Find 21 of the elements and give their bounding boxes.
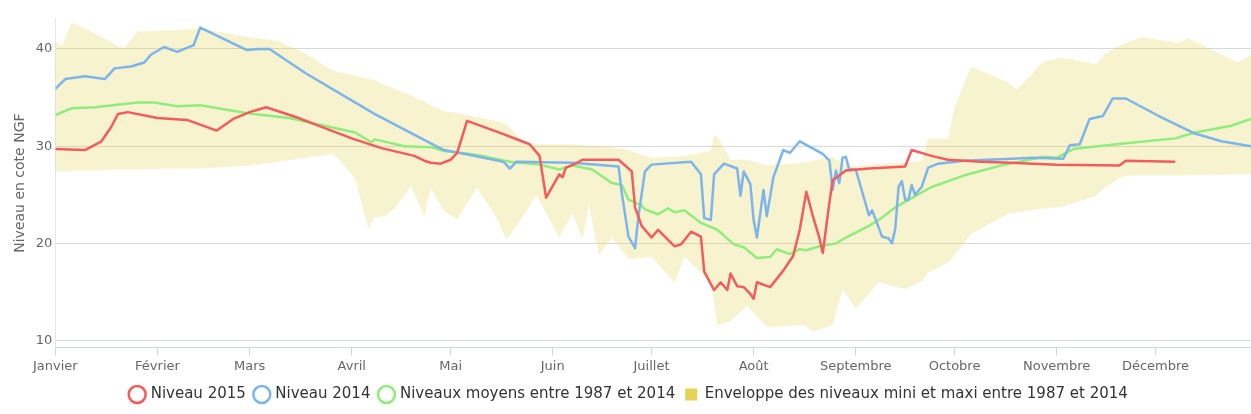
y-tick-label: 40 xyxy=(35,40,53,56)
x-tick-label: Décembre xyxy=(1121,357,1190,373)
x-tick-label: Novembre xyxy=(1022,357,1091,373)
x-tick-label: Mai xyxy=(439,357,462,373)
y-tick-label: 30 xyxy=(35,137,53,153)
x-tick-label: Septembre xyxy=(819,357,892,373)
legend-label: Niveaux moyens entre 1987 et 2014 xyxy=(399,384,676,403)
x-tick-label: Janvier xyxy=(32,357,79,373)
y-tick-label: 20 xyxy=(35,234,53,250)
x-tick-label: Octobre xyxy=(928,357,981,373)
x-tick-label: Février xyxy=(135,357,181,373)
x-tick-label: Juin xyxy=(539,357,565,373)
x-tick-label: Mars xyxy=(234,357,266,373)
x-tick-label: Avril xyxy=(337,357,366,373)
x-tick-label: Juillet xyxy=(632,357,670,373)
y-axis-title: Niveau en cote NGF xyxy=(11,113,28,253)
y-tick-label: 10 xyxy=(35,331,53,347)
legend-label: Enveloppe des niveaux mini et maxi entre 1987 et 2014 xyxy=(704,384,1128,403)
x-tick-label: Août xyxy=(738,357,769,373)
legend-label: Niveau 2014 xyxy=(275,384,371,403)
legend-label: Niveau 2015 xyxy=(150,384,246,403)
